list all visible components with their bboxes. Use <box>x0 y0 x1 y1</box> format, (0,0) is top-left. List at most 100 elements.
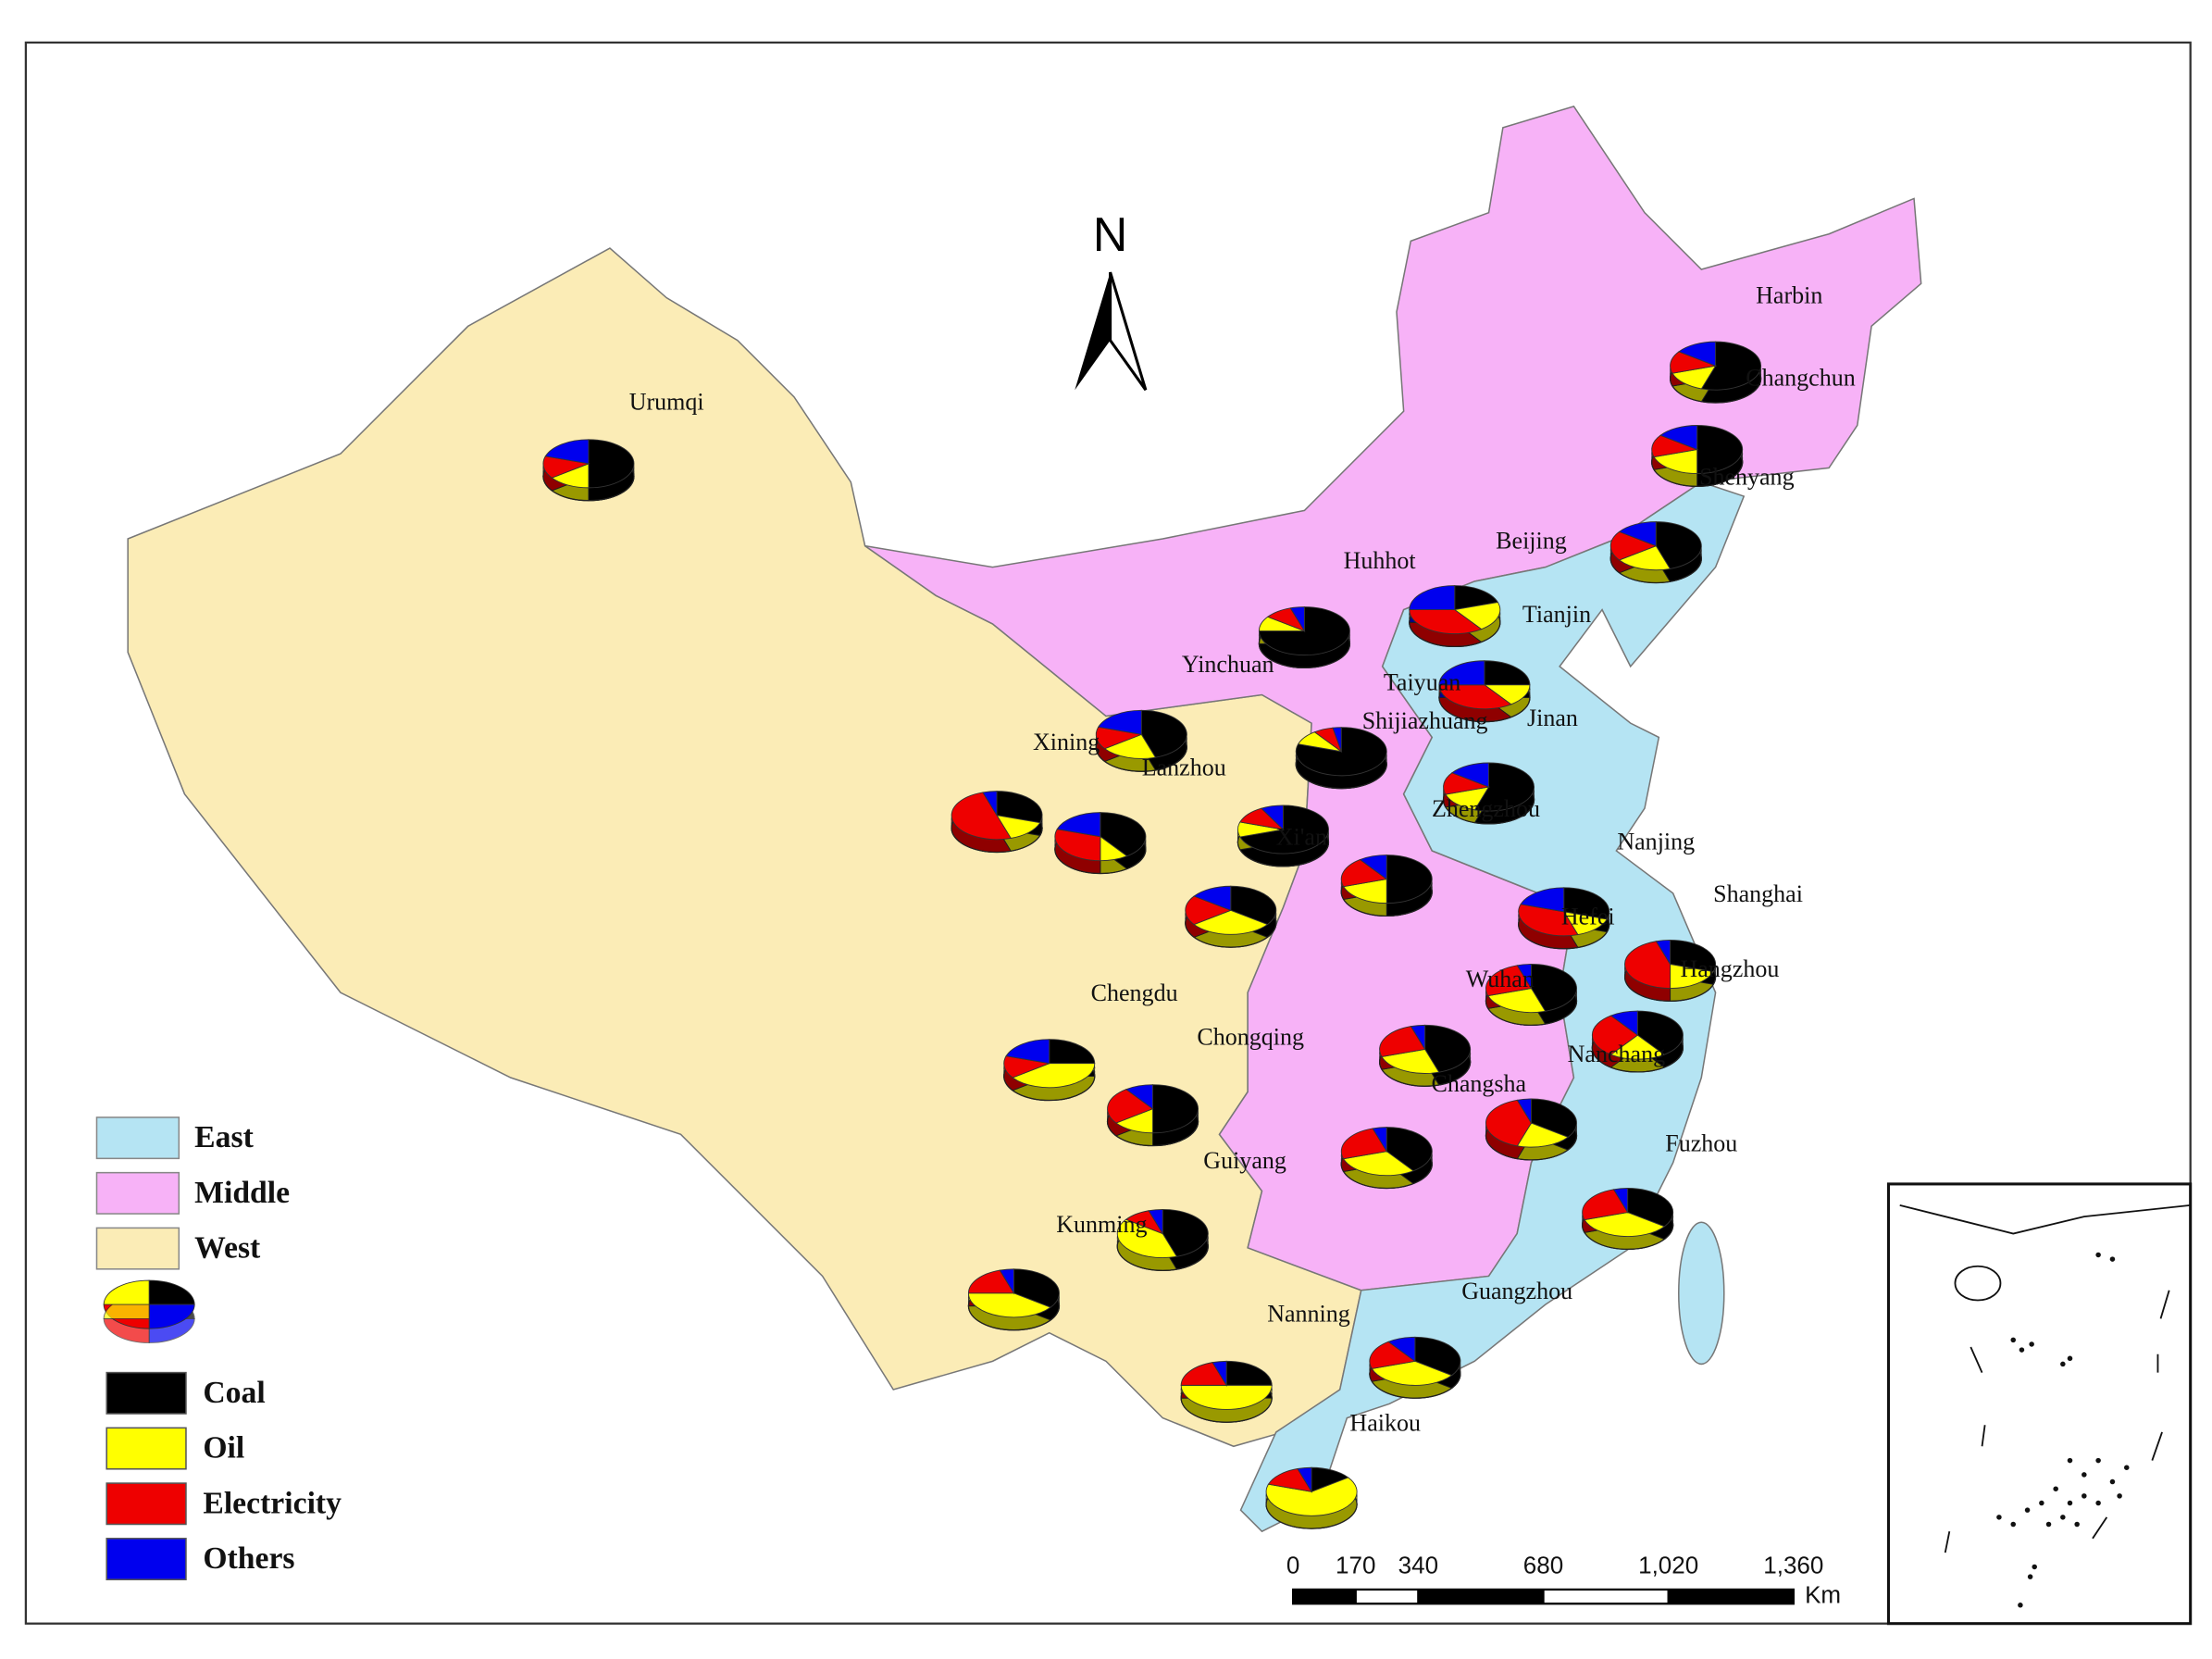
inset-dot <box>2067 1355 2073 1362</box>
city-label: Huhhot <box>1344 547 1417 574</box>
legend: East Middle West Coal Oil Electricity Others <box>95 1116 342 1580</box>
city-label: Urumqi <box>629 388 704 415</box>
pie-slice <box>1265 1477 1358 1516</box>
pie <box>1591 1010 1684 1073</box>
pie-slice <box>1180 1384 1273 1410</box>
inset-island <box>1954 1265 2002 1302</box>
region-swatch <box>95 1227 180 1270</box>
fuel-label: Electricity <box>203 1486 342 1520</box>
pie <box>1609 521 1702 584</box>
city-labels: Urumqi Harbin Changchun Shenyang Beijing Huhh… <box>629 282 1856 1437</box>
pie-slice <box>1609 1010 1638 1036</box>
pie-slice <box>1340 859 1388 888</box>
pie-slice <box>1516 964 1532 991</box>
pie <box>1340 1127 1433 1190</box>
pie-slice <box>1531 964 1577 1012</box>
scale-segment <box>1668 1589 1794 1604</box>
taiwan <box>1678 1221 1725 1366</box>
pie-slice <box>1387 1336 1416 1363</box>
pie <box>1669 341 1762 404</box>
pie-slice <box>1696 425 1744 475</box>
inset-frame <box>1886 1182 2193 1626</box>
inset-dot <box>2074 1521 2080 1528</box>
pie-slice <box>951 792 1012 841</box>
inset-dot <box>2095 1500 2101 1506</box>
city-label: Fuzhou <box>1665 1130 1737 1157</box>
region-label: Middle <box>194 1176 290 1210</box>
pie-slice <box>1342 879 1387 904</box>
pie <box>542 439 635 502</box>
pie-slice <box>1700 341 1762 391</box>
pie-slice <box>1012 1063 1096 1089</box>
fuel-swatch <box>106 1482 187 1526</box>
pie-slice <box>1332 727 1342 752</box>
pie-slice <box>1289 606 1305 633</box>
inset-dot <box>2029 1341 2034 1347</box>
pie <box>1485 964 1578 1026</box>
pie-slice <box>1473 762 1535 812</box>
inset-dot <box>1996 1515 2002 1520</box>
pie-slice <box>967 1269 1015 1294</box>
pie-slice <box>1180 1362 1228 1386</box>
inset-coast <box>1899 1204 2191 1235</box>
fuel-label: Others <box>203 1541 294 1576</box>
pie-slice <box>1609 530 1658 561</box>
inset-dot <box>2082 1472 2087 1478</box>
city-label: Changchun <box>1746 364 1856 391</box>
pie-slice <box>1591 1015 1639 1055</box>
inset-dot <box>2024 1507 2031 1513</box>
legend-pie-icon <box>103 1279 195 1343</box>
region-label: East <box>194 1120 254 1154</box>
pie <box>1582 1188 1674 1250</box>
inset-dot <box>2010 1337 2016 1343</box>
pie-slice <box>1563 887 1610 920</box>
inset-dot <box>2082 1493 2087 1499</box>
pie-slice <box>1636 1010 1684 1055</box>
city-label: Nanjing <box>1617 828 1695 854</box>
pie-slice <box>1618 521 1657 547</box>
city-label: Xi'an <box>1276 824 1327 851</box>
pie-slice <box>1013 1268 1060 1308</box>
pie-slice <box>1518 904 1579 937</box>
pie-slice <box>1659 425 1698 451</box>
pie-slice <box>1258 606 1350 656</box>
scale-segment <box>1293 1589 1356 1604</box>
city-label: Haikou <box>1349 1409 1421 1436</box>
pie-slice <box>1424 1024 1472 1073</box>
inset-dot <box>2027 1574 2033 1579</box>
pie <box>1369 1336 1461 1399</box>
pie-slice <box>1670 963 1714 990</box>
pie-slice <box>1386 1127 1433 1172</box>
pie-slice <box>1584 1212 1666 1238</box>
pie-slice <box>1103 733 1157 759</box>
region-swatch <box>95 1116 180 1160</box>
pie-slice <box>1239 805 1329 854</box>
inset-dot <box>2053 1486 2058 1491</box>
pie-slice <box>999 1268 1014 1295</box>
pie-slice <box>1531 1098 1577 1138</box>
pie-slice <box>1212 1360 1227 1388</box>
inset-dot <box>2032 1564 2037 1570</box>
fuel-swatch <box>106 1427 187 1470</box>
inset-dot <box>2109 1256 2116 1262</box>
scale-tick-label: 170 <box>1336 1551 1375 1578</box>
inset-dot <box>2067 1500 2073 1506</box>
arrow-left <box>1075 272 1111 391</box>
pies <box>542 341 1762 1529</box>
pie-slice <box>1485 965 1533 997</box>
city-label: Lanzhou <box>1142 755 1226 781</box>
pie <box>1265 1466 1358 1529</box>
pie-slice <box>1359 854 1387 880</box>
city-label: Beijing <box>1496 528 1567 555</box>
inset-dot <box>2124 1465 2130 1470</box>
city-label: Kunming <box>1056 1211 1147 1238</box>
pie-slice <box>1152 1084 1199 1134</box>
pie-slice <box>1379 1026 1426 1057</box>
arrow-right <box>1109 271 1148 392</box>
city-label: Chengdu <box>1091 979 1178 1006</box>
pie-slice <box>1297 1466 1312 1493</box>
inset-islands <box>1996 1252 2130 1608</box>
city-label: Xining <box>1033 729 1100 755</box>
pie-slice <box>1125 1084 1154 1110</box>
